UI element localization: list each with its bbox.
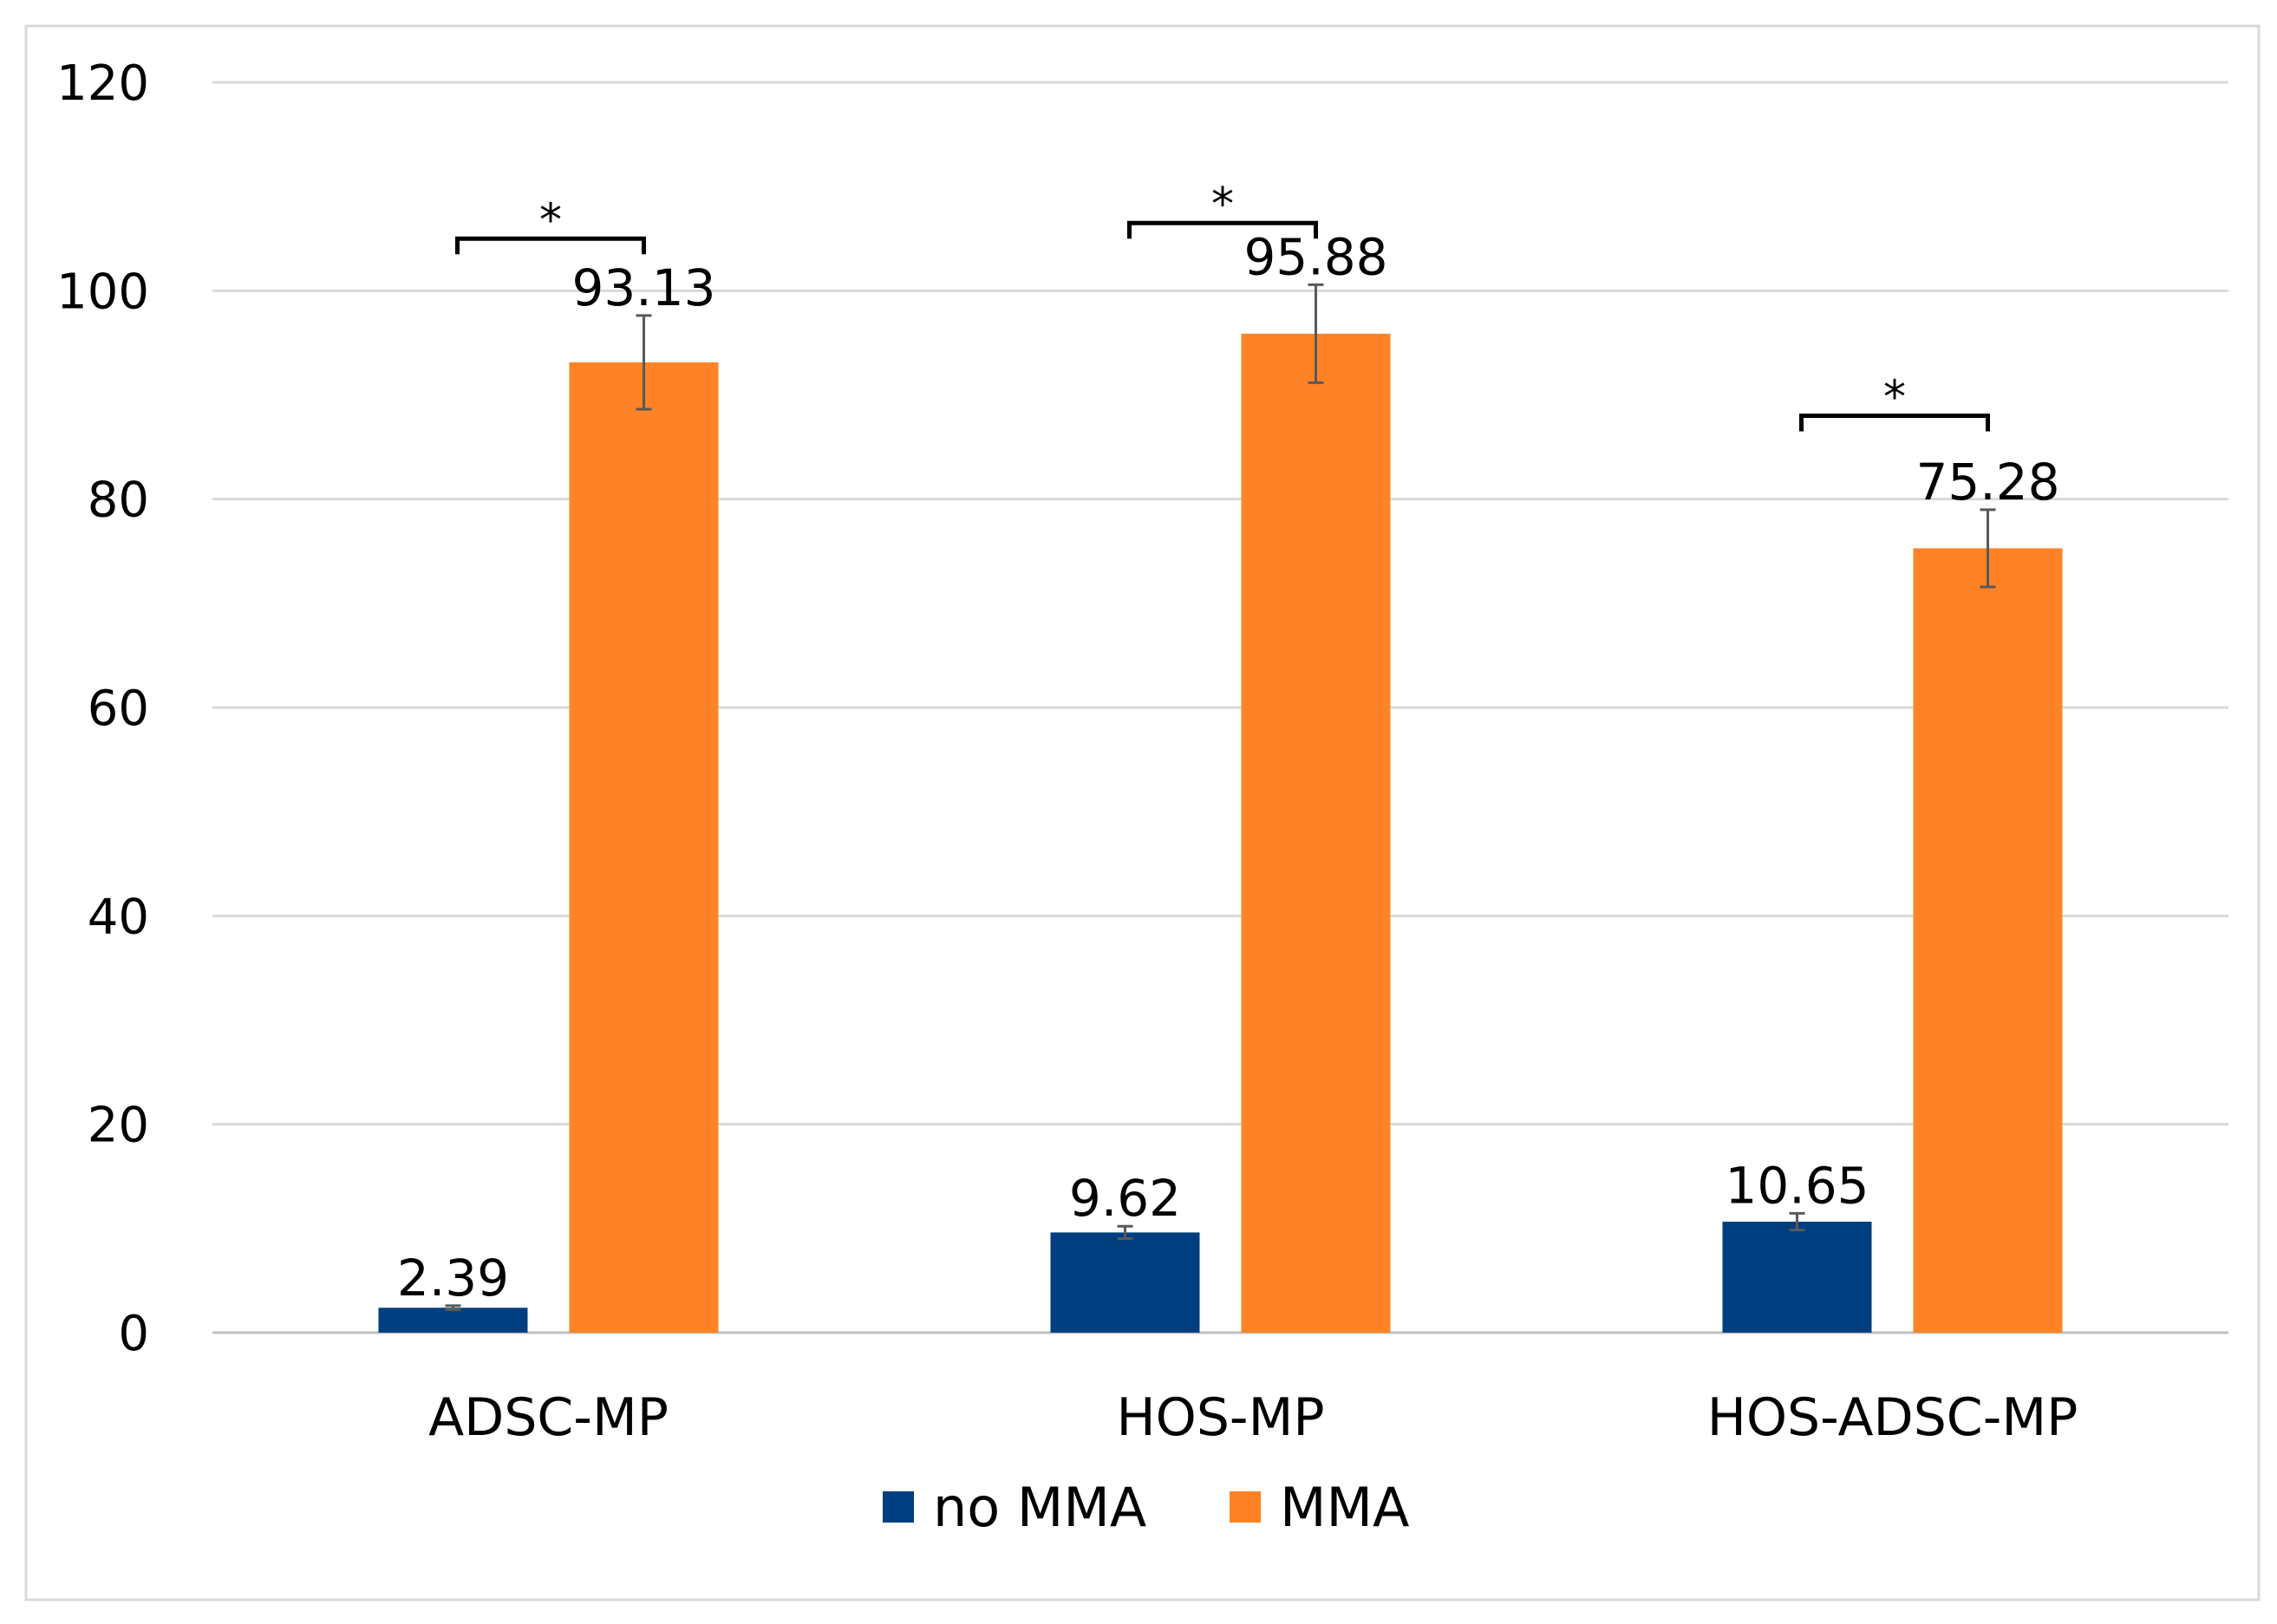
bar-no-mma bbox=[1722, 1222, 1872, 1333]
bar-mma bbox=[1913, 548, 2063, 1333]
x-category-label: HOS-ADSC-MP bbox=[1707, 1387, 2078, 1448]
legend: no MMA MMA bbox=[883, 1476, 1409, 1539]
x-category-label: HOS-MP bbox=[1116, 1387, 1324, 1448]
x-category-label: ADSC-MP bbox=[428, 1387, 669, 1448]
bar-mma bbox=[1241, 333, 1391, 1333]
bar-no-mma bbox=[1050, 1232, 1200, 1333]
legend-label: no MMA bbox=[933, 1476, 1146, 1539]
significance-bracket bbox=[1799, 414, 1990, 432]
y-tick-label: 80 bbox=[88, 473, 149, 529]
data-label: 93.13 bbox=[571, 258, 715, 317]
bar-no-mma bbox=[378, 1308, 528, 1333]
gridlines bbox=[212, 81, 2228, 1126]
data-label: 10.65 bbox=[1725, 1156, 1869, 1215]
significance-star: * bbox=[1211, 179, 1234, 231]
data-label: 9.62 bbox=[1069, 1169, 1181, 1228]
y-tick-label: 120 bbox=[56, 55, 149, 112]
legend-label: MMA bbox=[1280, 1476, 1409, 1539]
y-tick-label: 40 bbox=[88, 889, 149, 945]
significance-bracket bbox=[1127, 220, 1318, 239]
category-labels: ADSC-MP HOS-MP HOS-ADSC-MP bbox=[428, 1387, 2078, 1448]
significance-star: * bbox=[1883, 372, 1906, 424]
chart-frame bbox=[24, 24, 2261, 1601]
error-bars bbox=[445, 283, 1996, 1312]
y-axis-ticks: 0 20 40 60 80 100 120 bbox=[56, 55, 149, 1362]
y-tick-label: 100 bbox=[56, 264, 149, 320]
significance-brackets: * * * bbox=[455, 179, 1990, 432]
bar-mma bbox=[569, 362, 719, 1334]
significance-star: * bbox=[539, 194, 562, 246]
legend-swatch-mma bbox=[1230, 1491, 1261, 1523]
data-label: 2.39 bbox=[397, 1249, 509, 1308]
bars bbox=[378, 333, 2063, 1334]
data-label: 75.28 bbox=[1915, 453, 2059, 512]
y-tick-label: 20 bbox=[88, 1098, 149, 1154]
y-tick-label: 60 bbox=[88, 681, 149, 737]
legend-swatch-no-mma bbox=[883, 1491, 914, 1523]
y-tick-label: 0 bbox=[118, 1306, 149, 1362]
significance-bracket bbox=[455, 236, 646, 255]
